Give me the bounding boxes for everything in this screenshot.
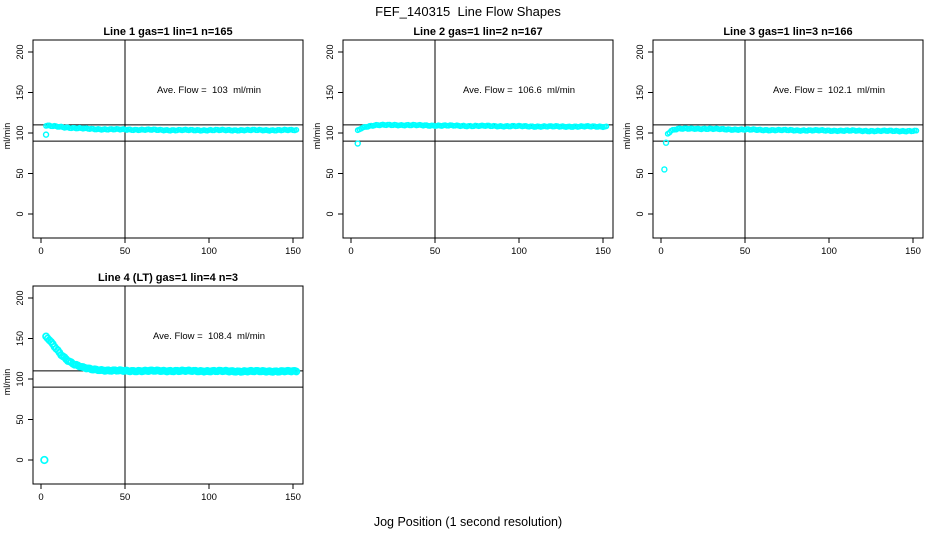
svg-text:50: 50 — [120, 246, 131, 257]
svg-text:150: 150 — [285, 492, 301, 503]
svg-text:100: 100 — [15, 125, 25, 140]
svg-text:0: 0 — [658, 246, 663, 257]
svg-text:200: 200 — [325, 44, 335, 59]
svg-text:100: 100 — [15, 371, 25, 386]
svg-text:50: 50 — [635, 168, 645, 178]
svg-text:0: 0 — [348, 246, 353, 257]
svg-text:100: 100 — [635, 125, 645, 140]
ave-flow-annotation: Ave. Flow = 102.1 ml/min — [772, 85, 886, 96]
svg-text:150: 150 — [15, 331, 25, 346]
subplot-line-2: 0 50 100 150 0 50 100 150 200 Line 2 gas=1 lin=2… — [310, 26, 622, 272]
svg-text:0: 0 — [38, 246, 43, 257]
subplot-line-4: 0 50 100 150 0 50 100 150 200 Line 4 (LT) gas=1 … — [0, 272, 312, 518]
plot-canvas-line-3: 0 50 100 150 0 50 100 150 200 — [635, 39, 924, 257]
subplot-line-3: 0 50 100 150 0 50 100 150 200 Line 3 gas=1 lin=3… — [620, 26, 932, 272]
plot-canvas-line-4: 0 50 100 150 0 50 100 150 200 — [15, 285, 304, 503]
y-axis-label: ml/min — [312, 122, 322, 150]
svg-text:150: 150 — [635, 85, 645, 100]
svg-text:100: 100 — [201, 246, 217, 257]
svg-text:0: 0 — [15, 457, 25, 462]
svg-text:50: 50 — [15, 168, 25, 178]
ave-flow-annotation: Ave. Flow = 108.4 ml/min — [152, 331, 266, 342]
svg-text:0: 0 — [325, 211, 335, 216]
y-axis-label: ml/min — [2, 368, 12, 396]
plot-canvas-line-1: 0 50 100 150 0 50 100 150 200 — [15, 39, 304, 257]
svg-text:50: 50 — [15, 414, 25, 424]
figure-title: FEF_140315 Line Flow Shapes — [375, 4, 561, 19]
x-axis-label: Jog Position (1 second resolution) — [373, 515, 563, 529]
svg-text:150: 150 — [905, 246, 921, 257]
y-axis-label: ml/min — [622, 122, 632, 150]
svg-text:0: 0 — [38, 492, 43, 503]
svg-text:50: 50 — [740, 246, 751, 257]
svg-text:100: 100 — [201, 492, 217, 503]
svg-text:200: 200 — [635, 44, 645, 59]
subplot-title: Line 3 gas=1 lin=3 n=166 — [723, 26, 853, 38]
plot-canvas-line-2: 0 50 100 150 0 50 100 150 200 — [325, 39, 614, 257]
svg-text:50: 50 — [325, 168, 335, 178]
svg-text:150: 150 — [285, 246, 301, 257]
subplot-line-1: 0 50 100 150 0 50 100 150 200 Line 1 gas=1 lin=1… — [0, 26, 312, 272]
svg-text:0: 0 — [15, 211, 25, 216]
subplot-title: Line 2 gas=1 lin=2 n=167 — [413, 26, 543, 38]
svg-text:100: 100 — [821, 246, 837, 257]
svg-text:100: 100 — [325, 125, 335, 140]
svg-text:150: 150 — [595, 246, 611, 257]
svg-text:0: 0 — [635, 211, 645, 216]
svg-text:150: 150 — [15, 85, 25, 100]
svg-text:200: 200 — [15, 44, 25, 59]
svg-text:50: 50 — [430, 246, 441, 257]
subplot-title: Line 4 (LT) gas=1 lin=4 n=3 — [97, 272, 239, 284]
y-axis-label: ml/min — [2, 122, 12, 150]
svg-text:100: 100 — [511, 246, 527, 257]
ave-flow-annotation: Ave. Flow = 106.6 ml/min — [462, 85, 576, 96]
svg-text:150: 150 — [325, 85, 335, 100]
svg-text:200: 200 — [15, 290, 25, 305]
svg-text:50: 50 — [120, 492, 131, 503]
ave-flow-annotation: Ave. Flow = 103 ml/min — [156, 85, 262, 96]
subplot-title: Line 1 gas=1 lin=1 n=165 — [103, 26, 233, 38]
